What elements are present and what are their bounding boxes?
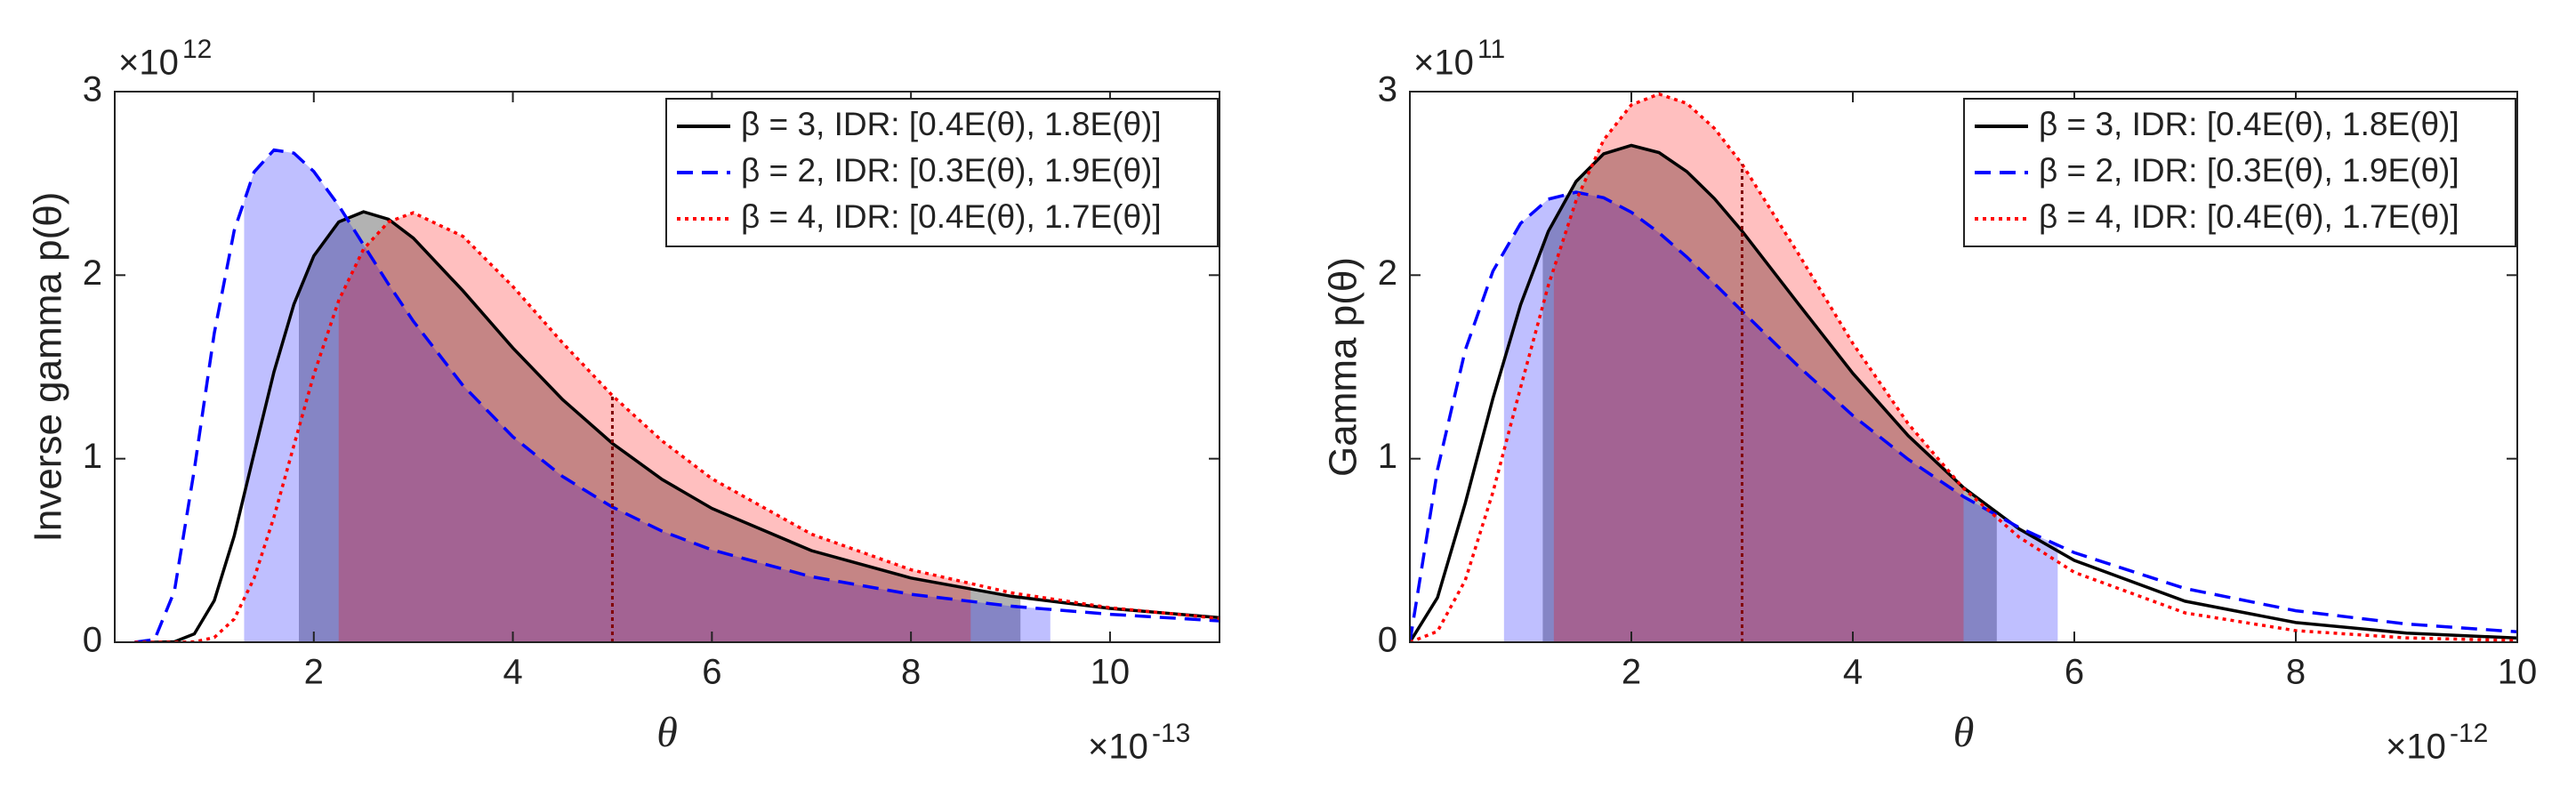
x-axis-label: θ xyxy=(1953,709,1975,756)
y-multiplier-exponent: 12 xyxy=(182,35,212,64)
plot xyxy=(1410,92,2517,642)
density-line xyxy=(134,148,1220,642)
density-line xyxy=(1410,92,2517,642)
legend-label: β = 2, IDR: [0.3E(θ), 1.9E(θ)] xyxy=(741,152,1162,189)
y-tick-label: 1 xyxy=(83,437,102,476)
x-tick-label: 8 xyxy=(901,653,921,692)
x-multiplier-exponent: -13 xyxy=(1152,719,1190,748)
legend: β = 3, IDR: [0.4E(θ), 1.8E(θ)] β = 2, IDR… xyxy=(1963,98,2516,247)
legend-label: β = 4, IDR: [0.4E(θ), 1.7E(θ)] xyxy=(741,198,1162,235)
density-line xyxy=(1410,143,2517,642)
idr-fill xyxy=(1542,145,1997,642)
legend-label: β = 3, IDR: [0.4E(θ), 1.8E(θ)] xyxy=(741,106,1162,142)
axes-frame xyxy=(1409,91,2518,643)
plot xyxy=(134,148,1220,642)
x-tick-label: 8 xyxy=(2286,653,2306,692)
x-tick-label: 4 xyxy=(503,653,522,692)
axes-frame xyxy=(114,91,1220,643)
y-tick-label: 3 xyxy=(1378,70,1397,109)
legend: β = 3, IDR: [0.4E(θ), 1.8E(θ)] β = 2, IDR… xyxy=(665,98,1219,247)
x-multiplier: ×10 xyxy=(2386,728,2446,767)
x-tick-label: 10 xyxy=(2498,653,2538,692)
legend-box xyxy=(1963,98,2516,247)
idr-fill xyxy=(1503,192,2058,642)
x-tick-label: 6 xyxy=(702,653,721,692)
legend-label: β = 3, IDR: [0.4E(θ), 1.8E(θ)] xyxy=(2039,106,2459,142)
y-tick-label: 2 xyxy=(1378,254,1397,293)
x-tick-label: 6 xyxy=(2065,653,2084,692)
y-axis-label: Gamma p(θ) xyxy=(1322,257,1365,477)
y-tick-label: 3 xyxy=(83,70,102,109)
x-tick-label: 2 xyxy=(304,653,324,692)
legend-label: β = 2, IDR: [0.3E(θ), 1.9E(θ)] xyxy=(2039,152,2459,189)
y-axis-label: Inverse gamma p(θ) xyxy=(27,192,70,543)
y-multiplier-exponent: 11 xyxy=(1477,35,1505,64)
y-multiplier: ×10 xyxy=(118,44,179,83)
y-tick-label: 1 xyxy=(1378,437,1397,476)
y-tick-label: 2 xyxy=(83,254,102,293)
y-tick-label: 0 xyxy=(1378,621,1397,660)
idr-fill xyxy=(1553,93,1964,642)
x-tick-label: 4 xyxy=(1843,653,1863,692)
x-multiplier-exponent: -12 xyxy=(2450,719,2488,748)
idr-fill xyxy=(244,149,1051,642)
legend-label: β = 4, IDR: [0.4E(θ), 1.7E(θ)] xyxy=(2039,198,2459,235)
idr-fill xyxy=(299,212,1021,642)
y-multiplier: ×10 xyxy=(1413,44,1474,83)
x-tick-label: 2 xyxy=(1622,653,1641,692)
density-line xyxy=(134,211,1220,642)
x-multiplier: ×10 xyxy=(1088,728,1148,767)
x-axis-label: θ xyxy=(656,709,678,756)
y-tick-label: 0 xyxy=(83,621,102,660)
legend-box xyxy=(665,98,1219,247)
density-line xyxy=(134,210,1220,642)
x-tick-label: 10 xyxy=(1091,653,1131,692)
